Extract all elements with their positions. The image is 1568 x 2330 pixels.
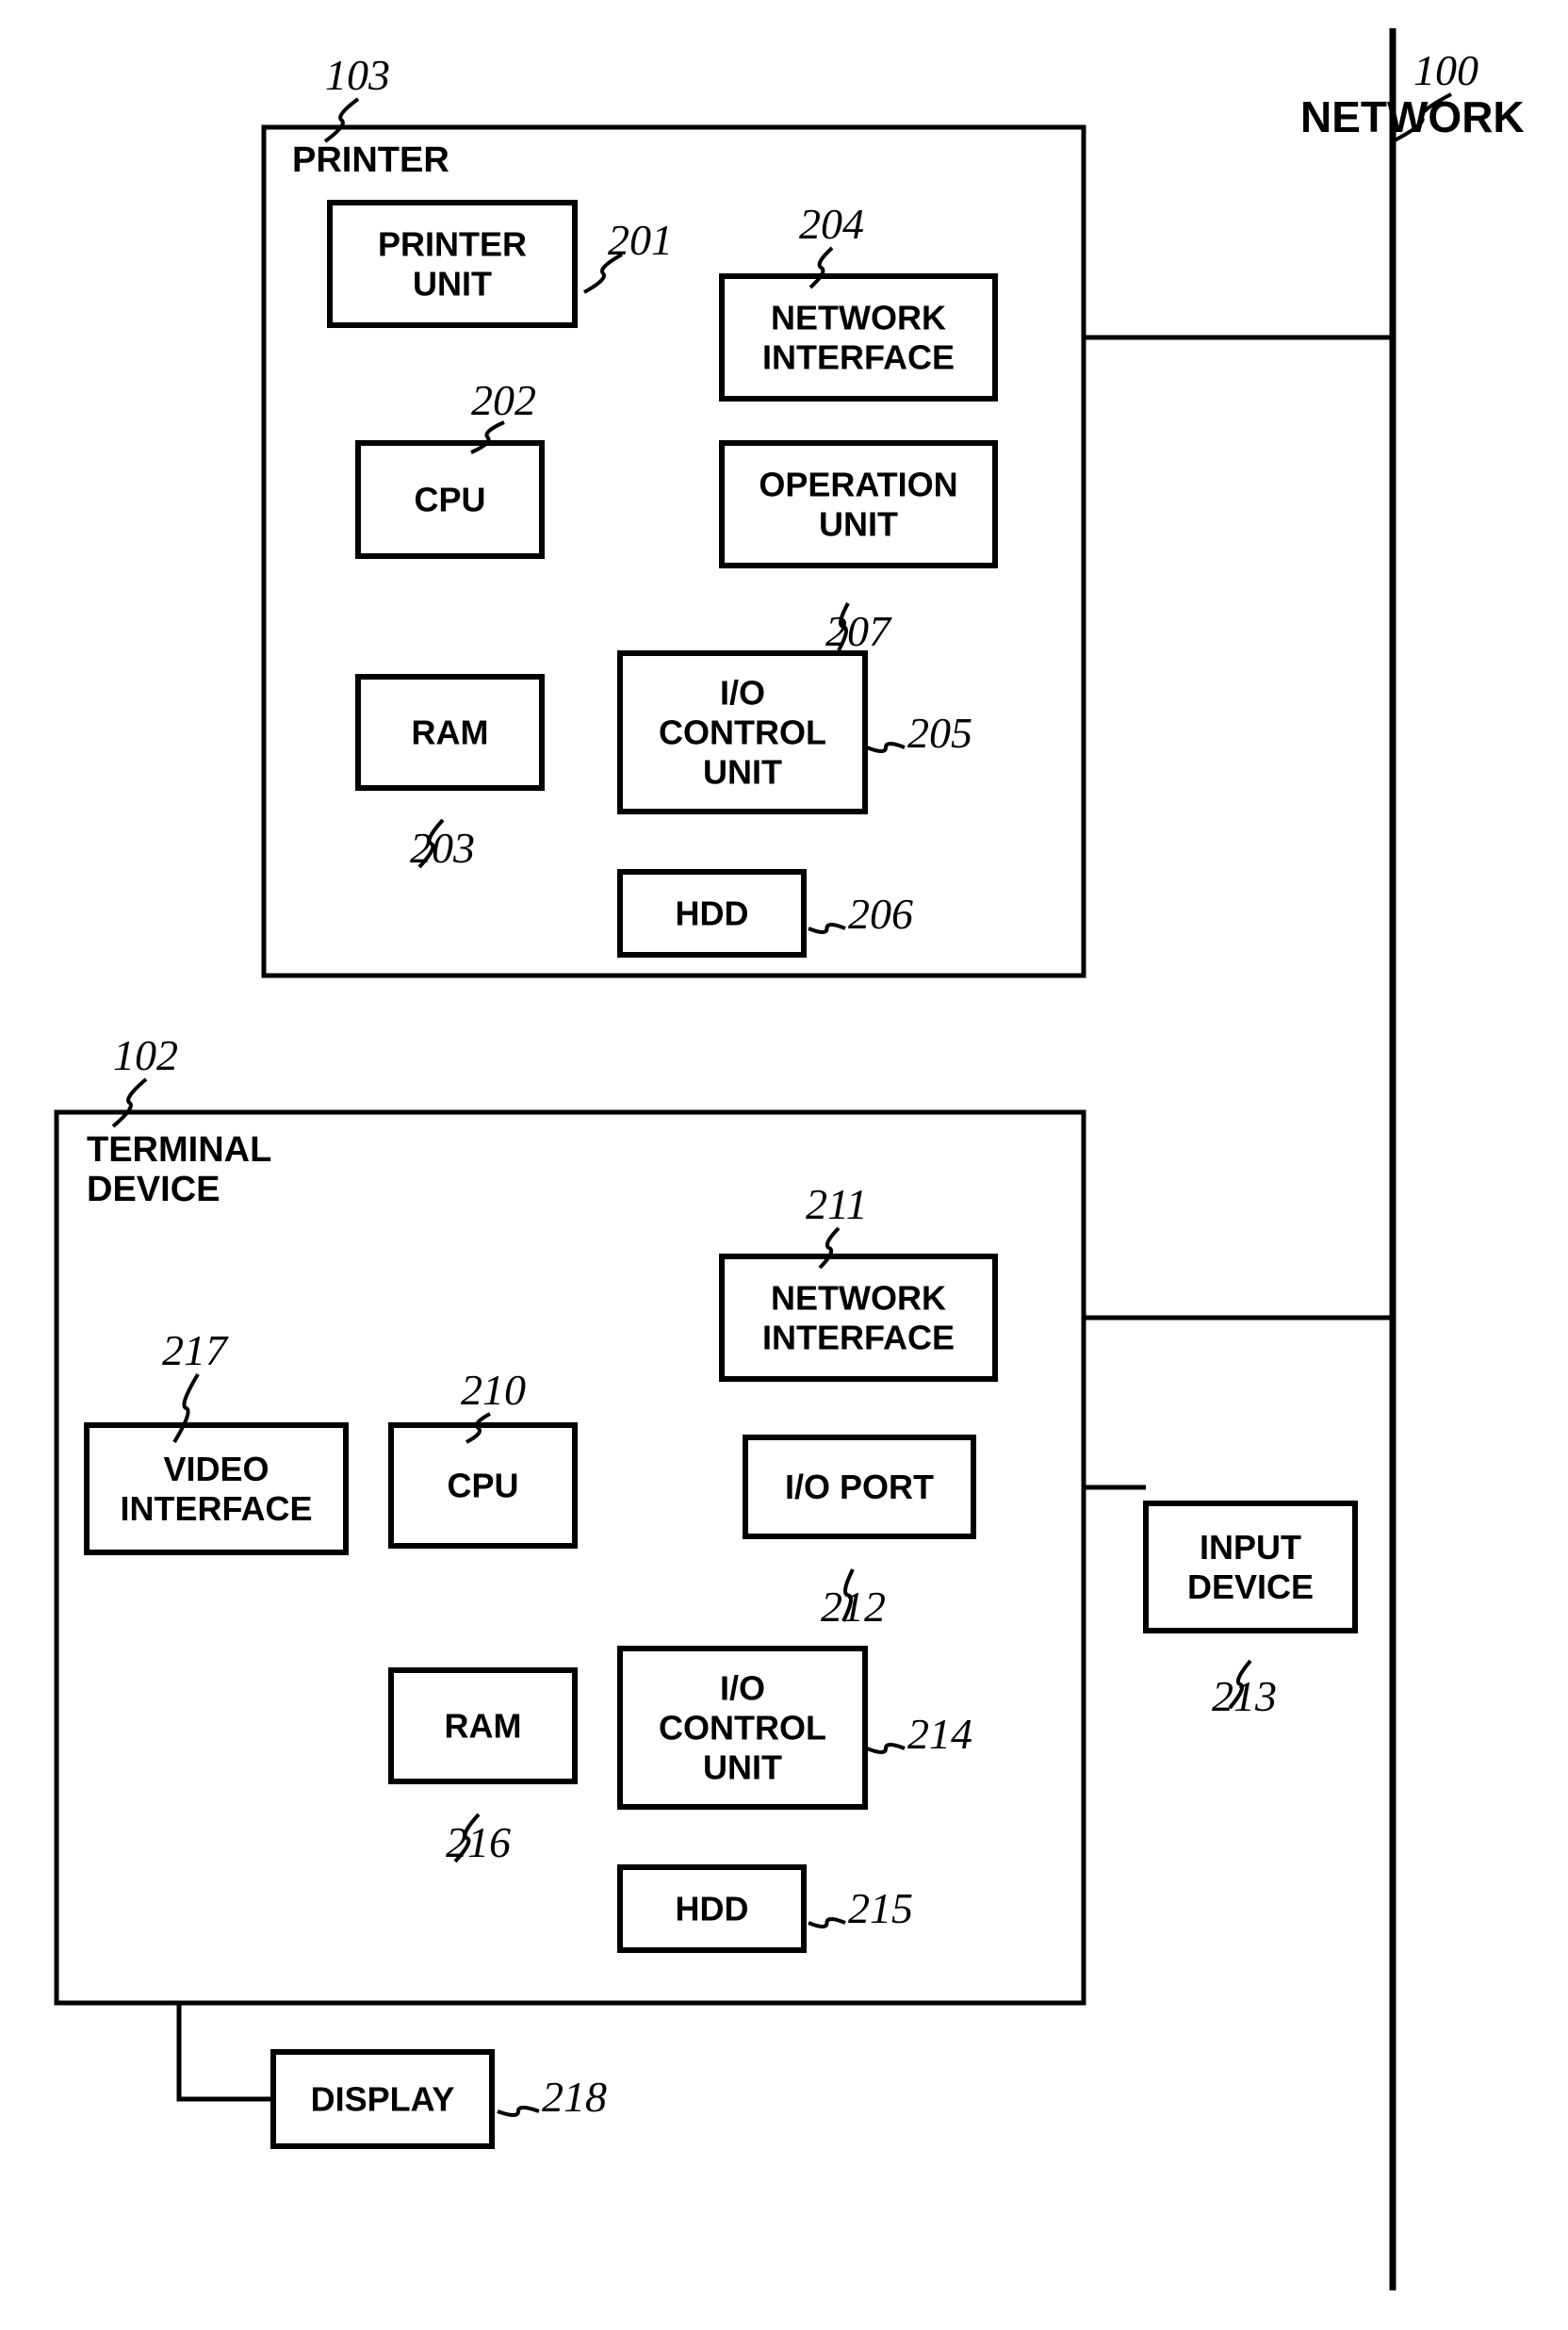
node-p_ioctrl-label: I/O xyxy=(720,674,765,713)
ref-r216: 216 xyxy=(446,1818,511,1866)
ref-r203: 203 xyxy=(410,824,475,872)
node-t_cpu-label: CPU xyxy=(447,1467,518,1505)
node-t_videoif-label: INTERFACE xyxy=(120,1489,312,1528)
ref-r100: 100 xyxy=(1413,46,1478,94)
ref-r214: 214 xyxy=(907,1710,972,1758)
node-t_ioctrl-label: UNIT xyxy=(703,1748,782,1787)
node-t_ioctrl-label: I/O xyxy=(720,1669,765,1708)
container-terminal-title: DEVICE xyxy=(87,1170,220,1209)
ref-r212: 212 xyxy=(821,1583,886,1631)
node-p_opunit-label: OPERATION xyxy=(759,466,957,504)
node-printer_unit-label: PRINTER xyxy=(378,225,527,264)
ref-network_lbl: NETWORK xyxy=(1300,92,1525,141)
node-printer_unit-label: UNIT xyxy=(413,265,492,304)
node-t_ram-label: RAM xyxy=(445,1707,522,1746)
ref-r206: 206 xyxy=(848,890,913,938)
ref-r210: 210 xyxy=(461,1366,526,1414)
node-p_hdd-label: HDD xyxy=(676,894,749,933)
node-input_dev-label: INPUT xyxy=(1200,1528,1301,1567)
ref-r201: 201 xyxy=(608,216,673,264)
block-diagram: PRINTERTERMINALDEVICEPRINTERUNITCPURAMNE… xyxy=(0,0,1568,2330)
ref-tail-r218 xyxy=(498,2108,539,2115)
node-p_opunit-label: UNIT xyxy=(819,505,898,544)
ref-r205: 205 xyxy=(907,709,972,757)
node-p_cpu-label: CPU xyxy=(414,481,485,519)
node-t_ioctrl-label: CONTROL xyxy=(659,1709,826,1748)
node-t_ioport-label: I/O PORT xyxy=(785,1468,934,1506)
ref-r213: 213 xyxy=(1212,1672,1277,1720)
node-t_netif-label: INTERFACE xyxy=(762,1319,955,1357)
node-input_dev-label: DEVICE xyxy=(1187,1567,1314,1606)
node-p_ram-label: RAM xyxy=(412,714,489,752)
ref-r204: 204 xyxy=(799,200,864,248)
ref-r218: 218 xyxy=(542,2073,607,2121)
container-terminal xyxy=(57,1112,1084,2003)
node-t_videoif-label: VIDEO xyxy=(163,1450,269,1488)
node-t_netif-label: NETWORK xyxy=(771,1279,946,1318)
node-p_netif-label: NETWORK xyxy=(771,299,946,337)
ref-r207: 207 xyxy=(825,607,892,655)
node-p_ioctrl-label: CONTROL xyxy=(659,714,826,752)
node-display-label: DISPLAY xyxy=(311,2080,455,2119)
ref-r202: 202 xyxy=(471,376,536,424)
node-p_netif-label: INTERFACE xyxy=(762,338,955,377)
container-terminal-title: TERMINAL xyxy=(87,1130,271,1170)
node-t_hdd-label: HDD xyxy=(676,1890,749,1928)
container-printer-title: PRINTER xyxy=(292,140,449,180)
ref-r103: 103 xyxy=(325,51,390,99)
ref-r102: 102 xyxy=(113,1031,178,1079)
ref-r211: 211 xyxy=(806,1180,868,1228)
ref-r215: 215 xyxy=(848,1884,913,1932)
node-p_ioctrl-label: UNIT xyxy=(703,753,782,792)
ref-r217: 217 xyxy=(162,1326,229,1374)
